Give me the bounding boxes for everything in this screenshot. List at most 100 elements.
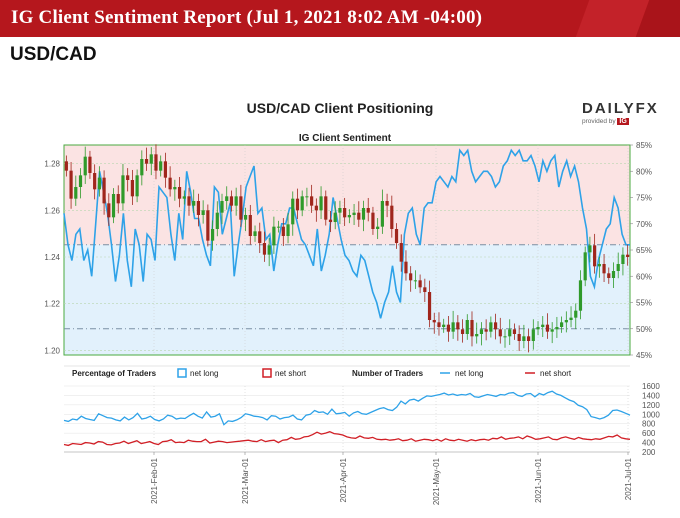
candle-body [413, 280, 417, 282]
candle-body [390, 205, 394, 229]
candle-body [107, 203, 111, 218]
candle-body [404, 261, 408, 274]
traders-tick-label: 1400 [642, 391, 660, 400]
candle-body [258, 231, 262, 243]
date-tick-label: 2021-Mar-01 [241, 457, 250, 503]
candle-body [560, 322, 564, 327]
candle-body [475, 334, 479, 337]
candle-body [593, 245, 597, 267]
currency-pair: USD/CAD [10, 44, 97, 65]
candle-body [470, 320, 474, 337]
candle-body [479, 329, 484, 334]
candle-body [338, 208, 342, 213]
traders-tick-label: 1200 [642, 401, 660, 410]
candle-body [149, 154, 153, 164]
dailyfx-logo: DAILYFX provided by IG [582, 100, 672, 130]
candle-body [493, 322, 498, 330]
candle-body [522, 336, 526, 341]
candle-body [102, 177, 106, 204]
report-title: IG Client Sentiment Report (Jul 1, 2021 … [11, 7, 483, 28]
candle-body [74, 187, 78, 199]
candle-body [239, 196, 243, 220]
candle-body [621, 254, 625, 264]
candle-body [243, 215, 248, 220]
logo-provided-text: provided by [582, 118, 616, 125]
date-tick-label: 2021-May-01 [432, 457, 441, 505]
legend-long-box [177, 368, 187, 378]
traders-tick-label: 1000 [642, 410, 660, 419]
candle-body [489, 322, 493, 332]
candle-body [88, 156, 92, 173]
candle-body [456, 322, 460, 330]
ig-logo: IG [617, 118, 629, 125]
candle-body [135, 175, 139, 197]
candle-body [541, 324, 545, 327]
candle-body [126, 175, 130, 180]
candle-body [569, 317, 573, 320]
candle-body [361, 208, 366, 220]
candle-body [324, 196, 328, 220]
candle-body [272, 226, 276, 246]
candle-body [418, 280, 422, 288]
candle-body [154, 154, 158, 171]
logo-brand: DAILYFX [582, 100, 659, 117]
candle-body [531, 329, 535, 341]
logo-provided-by: provided by IG [582, 118, 672, 125]
percent-tick-label: 65% [636, 246, 652, 255]
candle-body [314, 205, 318, 211]
candle-body [121, 175, 125, 204]
traders-tick-label: 600 [642, 429, 656, 438]
traders-tick-label: 400 [642, 439, 656, 448]
panel-title: IG Client Sentiment [299, 133, 392, 144]
candle-body [536, 327, 540, 330]
candle-body [159, 161, 163, 171]
candle-body [508, 329, 512, 337]
candle-body [187, 196, 191, 206]
candle-body [111, 194, 116, 218]
candle-body [460, 329, 465, 334]
traders-tick-label: 200 [642, 448, 656, 457]
percent-tick-label: 60% [636, 272, 652, 281]
candle-body [409, 273, 413, 281]
traders-net-long-line [63, 390, 631, 426]
candle-body [173, 187, 177, 190]
candle-body [234, 196, 238, 206]
date-tick-label: 2021-Jun-01 [534, 457, 543, 502]
candle-body [83, 156, 87, 176]
traders-net-short-line [63, 431, 631, 447]
candle-body [281, 226, 285, 236]
legend-short-box [262, 368, 272, 378]
candle-body [597, 264, 601, 267]
candle-body [177, 187, 182, 199]
price-tick-label: 1.22 [44, 300, 60, 309]
legend-num-short: net short [540, 369, 572, 378]
candle-body [432, 320, 436, 323]
report-banner: IG Client Sentiment Report (Jul 1, 2021 … [0, 0, 680, 37]
candle-body [503, 336, 507, 338]
candle-body [616, 264, 620, 271]
chart-title: USD/CAD Client Positioning [246, 100, 434, 116]
candle-body [343, 208, 347, 218]
candle-body [201, 210, 205, 215]
candle-body [225, 196, 229, 201]
candle-body [446, 324, 451, 332]
candle-body [300, 196, 304, 211]
candle-body [555, 327, 559, 330]
date-tick-label: 2021-Apr-01 [339, 457, 348, 502]
candle-body [182, 196, 186, 199]
price-tick-label: 1.26 [44, 206, 60, 215]
percent-tick-label: 55% [636, 299, 652, 308]
candle-body [357, 212, 361, 220]
candle-body [574, 310, 578, 318]
candle-body [583, 252, 587, 281]
candle-body [588, 245, 592, 253]
date-tick-label: 2021-Feb-01 [150, 457, 159, 503]
candle-body [116, 194, 120, 204]
candle-body [366, 208, 370, 213]
candle-body [465, 320, 469, 334]
candle-body [564, 320, 568, 323]
candle-body [626, 254, 630, 257]
candle-body [376, 226, 380, 229]
candle-body [78, 175, 83, 187]
candle-body [399, 243, 403, 262]
